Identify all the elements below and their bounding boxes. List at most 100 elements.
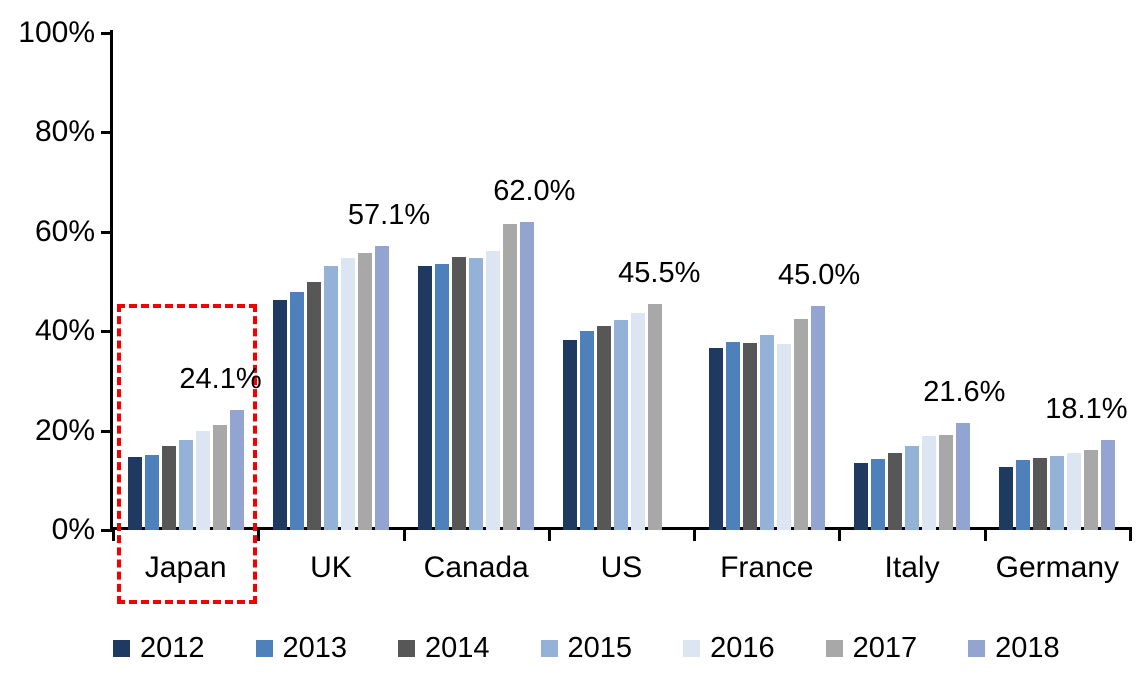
bar-group-canada (404, 33, 549, 530)
bar-canada-2015 (469, 258, 484, 530)
bars-container (985, 33, 1130, 530)
y-axis-tick (101, 330, 112, 334)
bars-container (404, 33, 549, 530)
category-label-japan: Japan (144, 551, 227, 584)
y-axis-tick (101, 429, 112, 433)
bar-japan-2018 (229, 410, 244, 530)
bar-us-2015 (614, 319, 629, 530)
x-axis-tick (112, 530, 115, 541)
bar-us-2016 (631, 312, 646, 530)
bars-container (258, 33, 403, 530)
legend: 2012 2013 2014 2015 2016 2017 2018 (113, 633, 1133, 663)
legend-label-2012: 2012 (140, 632, 205, 664)
bar-uk-2012 (272, 299, 287, 530)
y-axis-tick-label: 80% (34, 115, 95, 149)
data-label-italy: 21.6% (923, 375, 1006, 408)
legend-swatch-2014 (398, 639, 416, 657)
bar-canada-2017 (503, 223, 518, 530)
legend-label-2016: 2016 (710, 632, 775, 664)
data-label-us: 45.5% (618, 256, 701, 289)
bar-uk-2014 (306, 282, 321, 530)
x-axis-tick (257, 530, 261, 541)
legend-swatch-2015 (540, 639, 558, 657)
bar-us-2013 (580, 331, 595, 530)
x-axis-tick (547, 530, 551, 541)
legend-label-2014: 2014 (425, 632, 490, 664)
category-label-canada: Canada (423, 551, 529, 584)
data-label-canada: 62.0% (493, 174, 576, 207)
bar-germany-2017 (1084, 450, 1099, 530)
bar-canada-2013 (435, 264, 450, 530)
bar-italy-2017 (939, 434, 954, 530)
legend-item-2016: 2016 (683, 633, 775, 663)
y-axis-tick-label: 40% (34, 314, 95, 348)
category-label-germany: Germany (995, 551, 1120, 584)
legend-label-2017: 2017 (852, 632, 918, 664)
bar-italy-2014 (888, 453, 903, 530)
x-axis-tick (402, 530, 406, 541)
y-axis-tick (101, 529, 112, 532)
legend-item-2014: 2014 (398, 633, 490, 663)
bar-germany-2018 (1101, 440, 1116, 530)
legend-label-2018: 2018 (995, 632, 1060, 664)
legend-item-2017: 2017 (825, 632, 918, 664)
bar-germany-2013 (1016, 459, 1031, 530)
bar-uk-2018 (374, 246, 389, 530)
category-label-italy: Italy (884, 551, 940, 584)
bar-group-us (549, 33, 694, 530)
bar-japan-2014 (161, 446, 176, 530)
bar-france-2014 (742, 342, 757, 530)
legend-item-2012: 2012 (113, 633, 205, 663)
bar-group-france (694, 33, 839, 530)
bar-uk-2016 (340, 257, 355, 530)
bar-germany-2012 (999, 467, 1014, 530)
bar-italy-2016 (922, 435, 937, 530)
y-axis-tick-label: 0% (51, 513, 95, 546)
legend-swatch-2018 (968, 639, 986, 657)
y-axis-tick-label: 20% (34, 413, 95, 447)
plot-area (113, 33, 1130, 530)
legend-item-2015: 2015 (540, 633, 632, 663)
bar-italy-2013 (871, 458, 886, 530)
bar-italy-2012 (854, 463, 869, 530)
bar-canada-2012 (418, 266, 433, 530)
x-axis-tick (983, 530, 987, 541)
bar-uk-2017 (357, 252, 372, 530)
bar-germany-2015 (1050, 456, 1065, 530)
bar-us-2014 (597, 325, 612, 530)
bar-france-2015 (759, 334, 774, 530)
data-label-uk: 57.1% (347, 199, 431, 232)
bar-uk-2015 (323, 265, 338, 530)
bar-france-2018 (810, 306, 825, 530)
legend-label-2013: 2013 (282, 632, 348, 664)
category-label-france: France (720, 551, 814, 584)
x-axis-tick (838, 530, 842, 541)
y-axis-tick-label: 100% (18, 16, 95, 49)
x-axis-tick (1129, 530, 1132, 541)
bar-group-germany (985, 33, 1130, 530)
bar-japan-2017 (212, 425, 227, 530)
bar-us-2017 (648, 303, 663, 530)
legend-swatch-2013 (255, 639, 273, 657)
legend-item-2018: 2018 (968, 633, 1060, 663)
bar-france-2012 (708, 347, 723, 530)
bar-us-2012 (563, 339, 578, 530)
y-axis-tick (101, 230, 112, 234)
x-axis-tick (693, 530, 697, 541)
y-axis-tick (101, 131, 112, 135)
bar-group-italy (839, 33, 984, 530)
bar-italy-2018 (956, 422, 971, 530)
y-axis-tick-label: 60% (34, 214, 95, 248)
bar-japan-2013 (144, 454, 159, 530)
bar-uk-2013 (289, 292, 304, 530)
bar-italy-2015 (905, 445, 920, 530)
category-label-us: US (600, 551, 643, 584)
bar-japan-2015 (178, 440, 193, 530)
bar-france-2016 (776, 344, 791, 530)
bar-canada-2014 (452, 256, 467, 530)
legend-swatch-2017 (825, 639, 843, 657)
bar-france-2013 (725, 342, 740, 530)
bar-group-uk (258, 33, 403, 530)
legend-swatch-2016 (683, 639, 701, 657)
